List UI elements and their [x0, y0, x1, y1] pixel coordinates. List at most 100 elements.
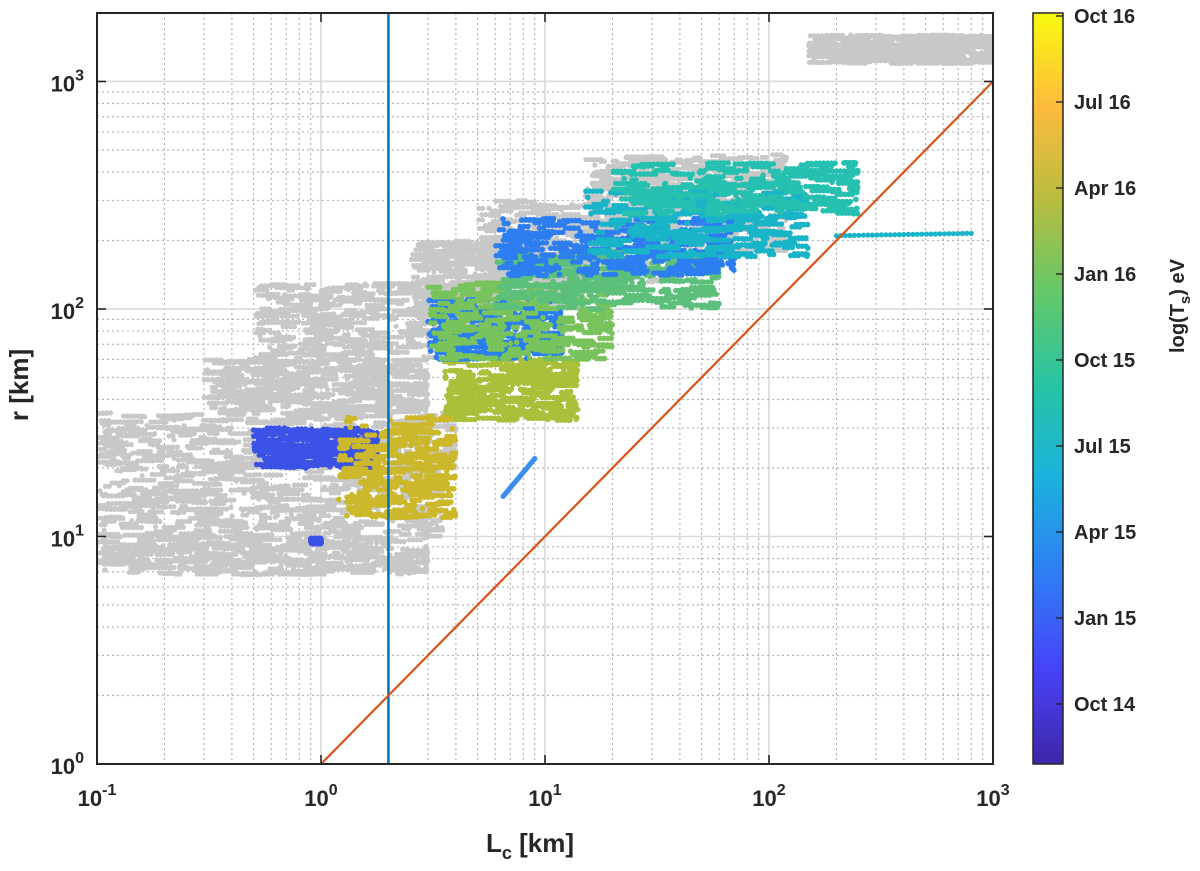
data-point	[192, 541, 198, 547]
data-point	[180, 488, 186, 494]
data-point	[187, 452, 193, 458]
data-point	[214, 514, 220, 520]
data-point	[357, 549, 363, 555]
data-point	[168, 529, 174, 535]
data-point	[414, 537, 420, 543]
data-point	[328, 505, 334, 511]
data-point	[325, 416, 331, 422]
data-point	[151, 512, 157, 518]
data-point	[228, 425, 235, 431]
data-point	[302, 538, 308, 544]
data-point	[213, 521, 220, 527]
data-point	[339, 553, 345, 559]
data-point	[152, 524, 159, 530]
data-point	[218, 439, 225, 445]
data-point	[420, 560, 426, 566]
data-point	[240, 548, 246, 554]
data-point	[212, 405, 219, 411]
data-point	[418, 537, 424, 543]
data-point	[363, 549, 370, 555]
data-point	[103, 558, 109, 564]
data-point	[360, 543, 366, 549]
data-point	[326, 530, 332, 536]
data-point	[260, 420, 266, 426]
data-point	[218, 487, 224, 493]
data-point	[102, 567, 108, 573]
data-point	[121, 442, 127, 448]
data-point	[233, 454, 239, 461]
data-point	[234, 571, 240, 577]
data-point	[151, 441, 157, 447]
data-point	[211, 476, 217, 482]
data-point	[242, 559, 248, 566]
data-point	[236, 528, 242, 534]
data-point	[119, 546, 125, 552]
data-point	[217, 534, 223, 541]
data-point	[186, 542, 192, 548]
data-point	[116, 459, 122, 465]
data-point	[326, 513, 332, 519]
data-point	[198, 507, 205, 513]
data-point	[164, 463, 170, 470]
data-point	[144, 551, 151, 557]
data-point	[120, 493, 126, 499]
data-point	[103, 410, 109, 416]
data-point	[204, 564, 210, 570]
data-point	[107, 410, 114, 416]
data-point	[275, 500, 281, 506]
data-point	[229, 551, 235, 557]
data-point	[275, 512, 281, 518]
data-point	[142, 427, 148, 434]
data-point	[423, 518, 429, 524]
data-point	[155, 518, 162, 524]
data-point	[230, 460, 236, 466]
data-point	[139, 473, 145, 479]
data-point	[315, 567, 321, 573]
data-point	[238, 518, 245, 525]
data-point	[202, 559, 208, 565]
data-point	[177, 571, 183, 577]
data-point	[205, 458, 211, 464]
data-point	[125, 455, 131, 461]
data-point	[170, 550, 176, 556]
data-point	[106, 483, 112, 489]
data-point	[156, 489, 162, 495]
data-point	[365, 519, 371, 525]
data-point	[409, 523, 415, 529]
data-point	[303, 482, 309, 488]
data-point	[336, 532, 342, 538]
data-point	[257, 472, 263, 478]
data-point	[371, 567, 377, 573]
data-point	[171, 437, 177, 443]
data-point	[222, 469, 229, 475]
data-point	[261, 552, 267, 558]
data-point	[425, 549, 431, 555]
data-point	[179, 555, 185, 561]
data-point	[355, 532, 361, 538]
data-point	[136, 465, 142, 471]
data-point	[114, 447, 120, 453]
data-point	[238, 454, 244, 460]
data-point	[147, 562, 153, 568]
data-point	[144, 556, 150, 562]
data-point	[381, 560, 387, 567]
data-point	[229, 473, 235, 479]
data-point	[331, 566, 337, 573]
data-point	[128, 442, 134, 448]
data-point	[209, 469, 215, 475]
data-point	[406, 537, 412, 543]
data-point	[269, 532, 275, 538]
data-point	[379, 521, 385, 527]
data-point	[343, 486, 349, 492]
data-point	[236, 439, 242, 445]
data-point	[232, 536, 238, 542]
data-point	[141, 450, 147, 456]
data-point	[161, 471, 167, 477]
data-point	[151, 538, 157, 544]
data-point	[208, 518, 214, 524]
data-point	[126, 569, 132, 575]
data-point	[222, 492, 228, 499]
data-point	[218, 496, 224, 502]
data-point	[169, 489, 175, 495]
data-point	[151, 477, 157, 483]
